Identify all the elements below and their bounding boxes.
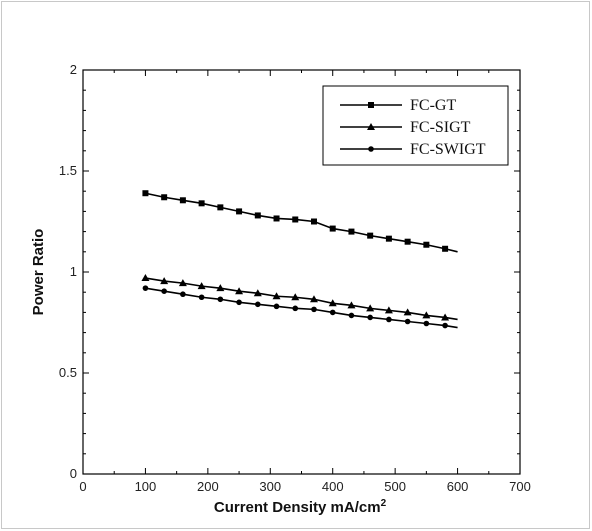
data-point (442, 322, 448, 329)
legend-item: FC-SIGT (340, 119, 471, 136)
x-axis-title-main: Current Density mA/cm (214, 499, 381, 516)
data-point (329, 225, 336, 232)
legend: FC-GT FC-SIGT FC-SWIGT (322, 85, 509, 166)
data-point (309, 295, 318, 303)
data-point (179, 197, 186, 204)
legend-marker (368, 102, 374, 108)
data-point (236, 208, 243, 215)
y-tick-label: 2 (70, 62, 77, 77)
data-point (403, 308, 412, 316)
y-tick-label: 0.5 (59, 365, 77, 380)
data-point (236, 299, 242, 306)
data-point (366, 304, 375, 312)
data-point (441, 313, 450, 321)
legend-items: FC-GT FC-SIGT FC-SWIGT (340, 97, 486, 158)
x-tick-label: 100 (135, 479, 157, 494)
x-tick-label: 200 (197, 479, 219, 494)
data-point (423, 241, 430, 248)
series-fc-gt (142, 190, 458, 253)
y-tick-label: 1 (70, 264, 77, 279)
data-point (161, 194, 168, 201)
data-point (348, 312, 355, 319)
legend-label: FC-SIGT (410, 119, 471, 136)
data-point (310, 218, 317, 225)
series-group (141, 190, 458, 329)
data-point (273, 303, 280, 310)
data-point (404, 238, 411, 245)
data-point (292, 305, 299, 312)
data-point (198, 200, 205, 207)
x-tick-label: 300 (259, 479, 281, 494)
data-point (367, 314, 373, 321)
legend-box (322, 85, 509, 166)
data-point (404, 318, 411, 325)
legend-marker (368, 146, 374, 152)
data-point (386, 316, 392, 323)
data-point (160, 277, 169, 285)
data-point (422, 311, 431, 319)
legend-label: FC-GT (410, 97, 456, 114)
x-tick-label: 0 (79, 479, 86, 494)
data-point (178, 279, 187, 287)
x-tick-label: 700 (509, 479, 531, 494)
y-tick-label: 0 (70, 466, 77, 481)
data-point (385, 235, 392, 242)
x-axis-title-superscript: 2 (381, 498, 387, 509)
data-point (292, 216, 299, 223)
data-point (423, 320, 430, 327)
x-axis-title: Current Density mA/cm2 (214, 498, 387, 516)
x-tick-label: 400 (322, 479, 344, 494)
data-point (142, 285, 149, 291)
data-point (254, 212, 261, 219)
data-point (141, 274, 150, 282)
data-point (367, 232, 374, 239)
data-point (197, 282, 206, 290)
data-point (253, 289, 262, 297)
data-point (442, 245, 449, 252)
series-line (145, 192, 458, 253)
x-tick-label: 600 (447, 479, 469, 494)
data-point (329, 309, 336, 316)
legend-marker (367, 123, 375, 130)
y-tick-label: 1.5 (59, 163, 77, 178)
data-point (384, 306, 393, 314)
data-point (216, 284, 225, 292)
legend-label: FC-SWIGT (410, 141, 486, 158)
data-point (348, 228, 355, 235)
y-axis-title: Power Ratio (30, 229, 47, 316)
data-point (254, 301, 261, 308)
data-point (217, 204, 224, 211)
data-point (217, 296, 224, 303)
series-line (145, 287, 458, 329)
data-point (273, 215, 280, 222)
data-point (235, 287, 244, 295)
series-fc-swigt (142, 285, 458, 329)
data-point (180, 291, 186, 298)
data-point (347, 301, 356, 309)
series-line (145, 277, 458, 321)
series-fc-sigt (141, 274, 458, 321)
x-tick-label: 500 (384, 479, 406, 494)
data-point (328, 299, 337, 307)
data-point (291, 293, 300, 301)
data-point (198, 294, 205, 301)
legend-item: FC-SWIGT (340, 141, 486, 158)
data-point (272, 292, 281, 300)
legend-item: FC-GT (340, 97, 456, 114)
data-point (311, 306, 317, 313)
axis-ticks: 0 100 200 300 400 500 600 700 0 0.5 1 1.5 2 (59, 62, 531, 494)
data-point (142, 190, 149, 197)
data-point (161, 288, 167, 294)
